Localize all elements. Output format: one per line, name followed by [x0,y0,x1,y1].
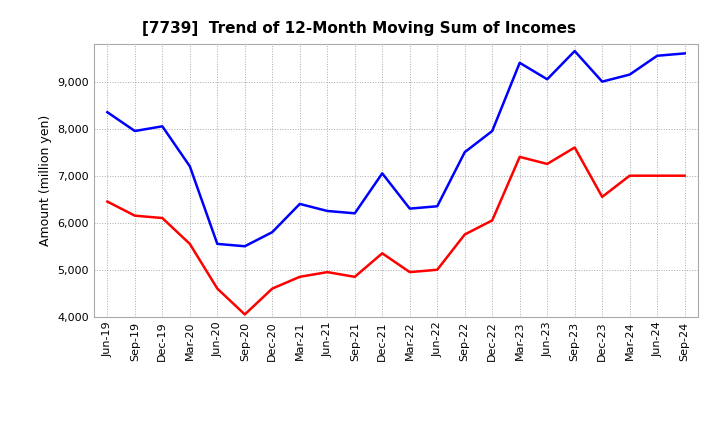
Ordinary Income [516,60,524,66]
Net Income [570,145,579,150]
Net Income [626,173,634,178]
Net Income [598,194,606,199]
Ordinary Income [570,48,579,54]
Ordinary Income [268,230,276,235]
Net Income [103,199,112,204]
Y-axis label: Amount (million yen): Amount (million yen) [39,115,52,246]
Ordinary Income [680,51,689,56]
Ordinary Income [626,72,634,77]
Ordinary Income [103,110,112,115]
Ordinary Income [213,241,222,246]
Net Income [653,173,662,178]
Net Income [405,269,414,275]
Net Income [295,274,304,279]
Line: Net Income: Net Income [107,147,685,315]
Ordinary Income [378,171,387,176]
Net Income [213,286,222,291]
Ordinary Income [543,77,552,82]
Ordinary Income [240,244,249,249]
Text: [7739]  Trend of 12-Month Moving Sum of Incomes: [7739] Trend of 12-Month Moving Sum of I… [142,21,576,36]
Net Income [130,213,139,218]
Net Income [323,269,332,275]
Net Income [488,218,497,223]
Ordinary Income [351,211,359,216]
Ordinary Income [653,53,662,59]
Net Income [240,312,249,317]
Net Income [516,154,524,160]
Ordinary Income [433,204,441,209]
Ordinary Income [158,124,166,129]
Ordinary Income [295,201,304,206]
Net Income [268,286,276,291]
Ordinary Income [323,208,332,213]
Ordinary Income [130,128,139,134]
Ordinary Income [460,150,469,155]
Ordinary Income [598,79,606,84]
Ordinary Income [405,206,414,211]
Net Income [158,216,166,221]
Net Income [433,267,441,272]
Net Income [186,241,194,246]
Line: Ordinary Income: Ordinary Income [107,51,685,246]
Net Income [680,173,689,178]
Net Income [460,232,469,237]
Legend: Ordinary Income, Net Income: Ordinary Income, Net Income [252,438,540,440]
Net Income [378,251,387,256]
Ordinary Income [186,164,194,169]
Ordinary Income [488,128,497,134]
Net Income [351,274,359,279]
Net Income [543,161,552,167]
